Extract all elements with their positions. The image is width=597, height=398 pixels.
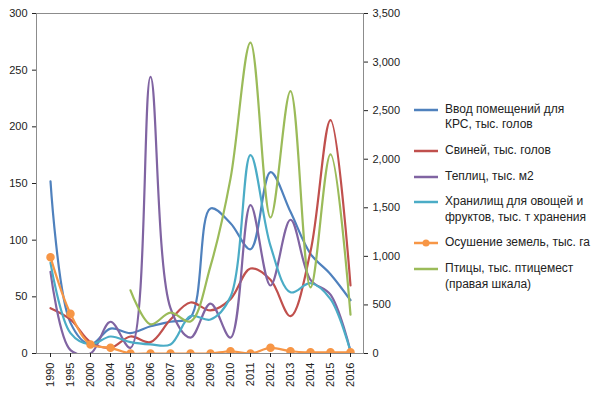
svg-text:3,500: 3,500 [373,7,401,19]
svg-text:100: 100 [9,234,27,246]
svg-text:2011: 2011 [244,363,256,387]
svg-text:2013: 2013 [284,363,296,387]
svg-text:1,000: 1,000 [373,250,401,262]
svg-text:50: 50 [15,290,27,302]
svg-text:0: 0 [21,347,27,359]
svg-text:2008: 2008 [184,363,196,387]
svg-text:1995: 1995 [64,363,76,387]
svg-text:2010: 2010 [224,363,236,387]
svg-text:250: 250 [9,64,27,76]
svg-text:300: 300 [9,7,27,19]
html-text:Теплиц, тыс. м2: Теплиц, тыс. м2 [445,168,534,183]
html-text:Хранилищ для овощей и фруктов,: Хранилищ для овощей и фруктов, тыс. т хр… [445,194,586,224]
svg-text:2012: 2012 [264,363,276,387]
html-text:Птицы, тыс. птицемест (правая: Птицы, тыс. птицемест (правая шкала) [445,261,574,291]
svg-text:2004: 2004 [104,363,116,387]
svg-text:200: 200 [9,120,27,132]
svg-text:150: 150 [9,177,27,189]
html-text:Ввод помещений для КРС, тыс. г: Ввод помещений для КРС, тыс. голов [445,101,565,132]
html-text:Свиней, тыс. голов: Свиней, тыс. голов [445,143,551,157]
svg-text:1,500: 1,500 [373,201,401,213]
svg-text:2009: 2009 [204,363,216,387]
svg-text:2015: 2015 [324,363,336,387]
svg-text:2006: 2006 [144,363,156,387]
svg-text:2000: 2000 [84,363,96,387]
svg-text:2,000: 2,000 [373,153,401,165]
svg-text:2016: 2016 [344,363,356,387]
svg-text:2,500: 2,500 [373,104,401,116]
svg-text:3,000: 3,000 [373,56,401,68]
html-text:Осушение земель, тыс. га: Осушение земель, тыс. га [445,235,590,250]
svg-text:2014: 2014 [304,363,316,387]
svg-text:2005: 2005 [124,363,136,387]
svg-text:1990: 1990 [44,363,56,387]
svg-text:500: 500 [373,298,391,310]
svg-text:0: 0 [373,347,379,359]
svg-text:2007: 2007 [164,363,176,387]
